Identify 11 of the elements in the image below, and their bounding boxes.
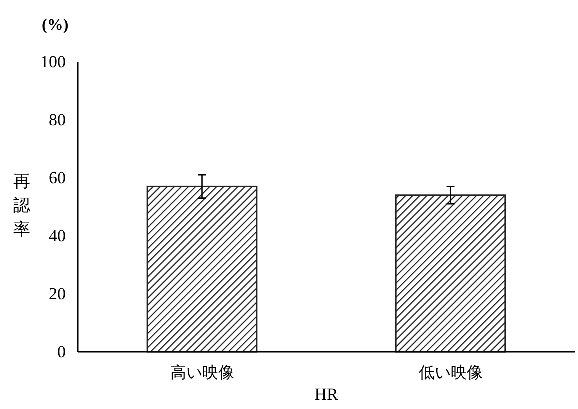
y-axis-title: 再認率 (14, 172, 30, 239)
x-tick-label: 低い映像 (418, 364, 483, 382)
y-tick-label: 40 (49, 226, 66, 246)
y-tick-label: 60 (49, 168, 66, 188)
y-tick-label: 100 (40, 52, 66, 72)
y-tick-label: 0 (58, 342, 66, 362)
x-axis-title: HR (314, 385, 339, 404)
text: (%) (42, 17, 69, 34)
x-tick-label: 高い映像 (170, 364, 234, 382)
y-tick-label: 80 (49, 110, 66, 130)
y-tick-label: 20 (49, 284, 66, 304)
